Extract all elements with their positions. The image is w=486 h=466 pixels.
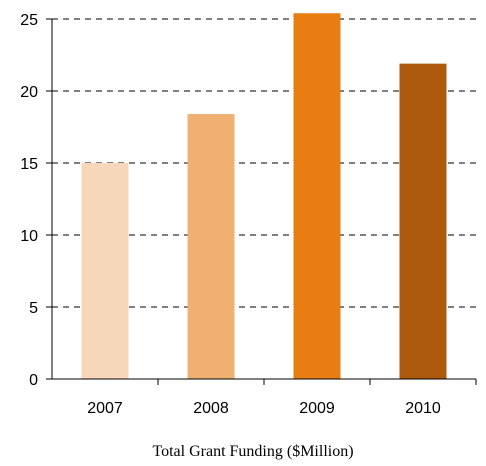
x-axis-title: Total Grant Funding ($Million) — [152, 443, 353, 460]
y-tick-label: 10 — [20, 228, 38, 245]
y-tick-label: 25 — [20, 12, 38, 29]
x-tick-label: 2010 — [405, 400, 441, 417]
bar-2008 — [187, 114, 235, 379]
y-axis-ticks: 0 5 10 15 20 25 — [20, 12, 52, 389]
y-tick-label: 0 — [29, 372, 38, 389]
bars — [81, 13, 447, 380]
bar-2007 — [81, 163, 129, 379]
x-tick-label: 2007 — [87, 400, 123, 417]
y-tick-label: 15 — [20, 156, 38, 173]
x-tick-label: 2008 — [193, 400, 229, 417]
y-tick-label: 20 — [20, 84, 38, 101]
x-tick-label: 2009 — [299, 400, 335, 417]
bar-2010 — [399, 63, 447, 379]
y-tick-label: 5 — [29, 300, 38, 317]
bar-2009 — [293, 13, 341, 380]
x-axis-ticks: 2007 2008 2009 2010 — [87, 379, 477, 417]
